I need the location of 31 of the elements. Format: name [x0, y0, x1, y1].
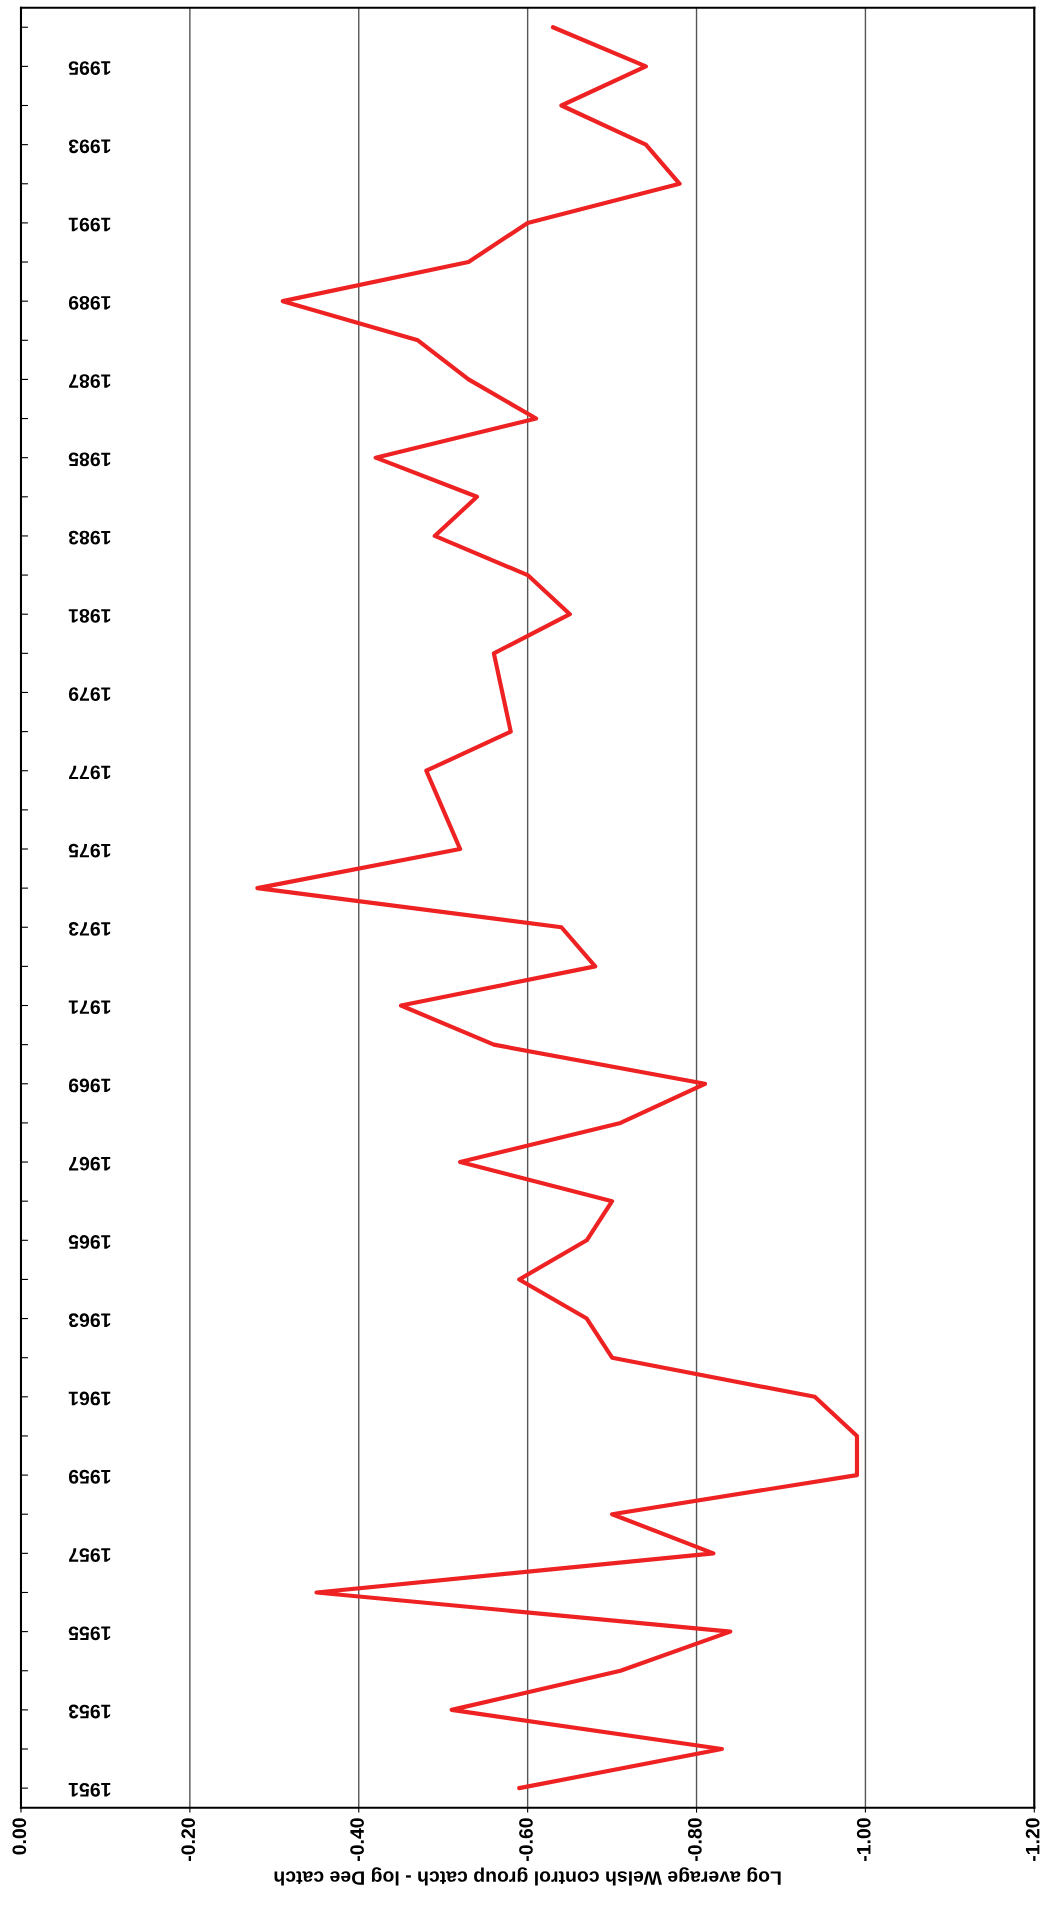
y-tick-label: 1971 [68, 1000, 111, 1015]
y-tick-label: 1959 [68, 1469, 111, 1484]
y-tick-label: 1955 [68, 1626, 111, 1641]
x-tick-label: -0.80 [687, 1818, 702, 1861]
y-tick-label: 1977 [69, 765, 111, 780]
x-axis-title: Log average Welsh control group catch - log Dee catch [274, 1867, 781, 1886]
x-tick-label: -0.40 [350, 1818, 364, 1861]
y-tick-label: 1953 [68, 1704, 111, 1719]
y-tick-label: 1987 [69, 374, 111, 388]
x-tick-label: -0.60 [519, 1818, 533, 1861]
x-tick-label: -1.20 [1025, 1818, 1040, 1861]
y-tick-label: 1957 [69, 1548, 111, 1562]
x-tick-label: 0.00 [12, 1818, 27, 1855]
y-tick-label: 1995 [68, 61, 111, 75]
y-tick-label: 1979 [68, 687, 111, 702]
y-tick-label: 1991 [68, 217, 111, 232]
y-tick-label: 1975 [68, 843, 111, 858]
y-tick-label: 1963 [68, 1313, 111, 1328]
y-tick-label: 1985 [68, 452, 111, 467]
y-tick-label: 1989 [68, 295, 111, 310]
y-tick-label: 1951 [68, 1782, 111, 1797]
y-tick-label: 1973 [68, 922, 111, 936]
y-tick-label: 1965 [68, 1235, 111, 1249]
y-tick-label: 1969 [68, 1078, 111, 1093]
y-tick-label: 1967 [69, 1156, 111, 1171]
y-tick-label: 1961 [68, 1391, 111, 1406]
y-tick-label: 1993 [68, 139, 111, 154]
y-tick-label: 1981 [68, 608, 111, 623]
x-tick-label: -0.20 [181, 1818, 196, 1861]
x-tick-label: -1.00 [856, 1818, 871, 1861]
y-tick-label: 1983 [68, 530, 111, 545]
